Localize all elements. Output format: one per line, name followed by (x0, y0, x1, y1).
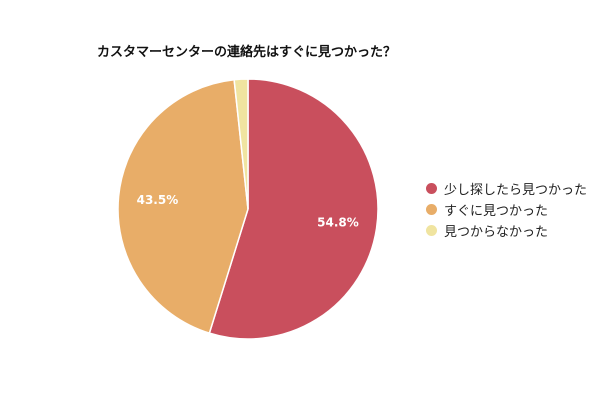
legend-label: 少し探したら見つかった (444, 183, 588, 198)
legend-item[interactable]: すぐに見つかった (426, 199, 587, 220)
legend-swatch (426, 183, 437, 194)
pie-slices (117, 78, 379, 340)
slice-value-label: 43.5% (137, 193, 179, 207)
pie-slice[interactable] (117, 78, 249, 335)
chart-title: カスタマーセンターの連絡先はすぐに見つかった？ (97, 45, 397, 60)
legend-swatch (426, 225, 437, 236)
legend-item[interactable]: 見つからなかった (426, 220, 587, 241)
pie-slice[interactable] (233, 78, 249, 210)
legend-swatch (426, 204, 437, 215)
legend-label: すぐに見つかった (444, 204, 549, 219)
pie-slice-labels: 54.8% 43.5% (137, 193, 359, 230)
slice-value-label: 54.8% (317, 216, 359, 230)
legend-label: 見つからなかった (444, 225, 549, 240)
pie-slice[interactable] (208, 78, 379, 340)
legend-item[interactable]: 少し探したら見つかった (426, 178, 587, 199)
legend: 少し探したら見つかった すぐに見つかった 見つからなかった (426, 178, 587, 241)
